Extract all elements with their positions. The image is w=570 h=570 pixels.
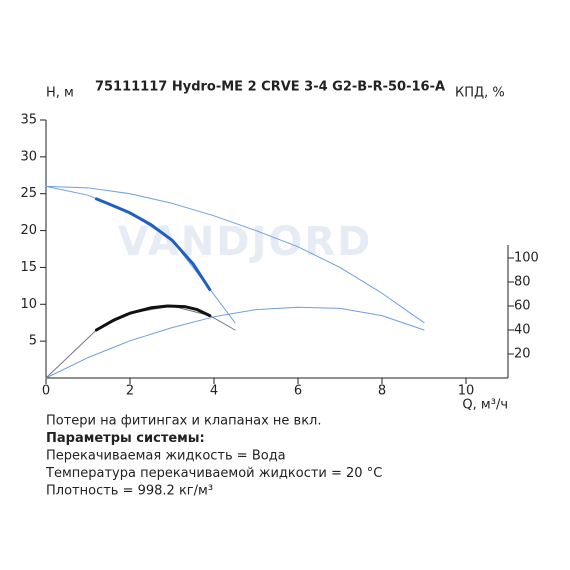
x-tick-label: 8	[378, 384, 386, 399]
y2-tick-label: 40	[514, 323, 531, 338]
chart-title: 75111117 Hydro-ME 2 CRVE 3-4 G2-B-R-50-1…	[95, 80, 445, 95]
x-axis-label: Q, м³/ч	[462, 398, 508, 413]
y-tick-label: 20	[20, 223, 37, 238]
curve	[94, 197, 212, 292]
curve	[45, 306, 425, 379]
y-tick-label: 25	[20, 186, 37, 201]
y-tick-label: 5	[29, 334, 37, 349]
y-tick-label: 35	[20, 113, 37, 128]
y2-tick-label: 20	[514, 347, 531, 362]
x-tick-label: 2	[126, 384, 134, 399]
note: Плотность = 998.2 кг/м³	[46, 484, 213, 499]
x-tick-label: 6	[294, 384, 302, 399]
note: Параметры системы:	[46, 431, 205, 446]
note: Температура перекачиваемой жидкости = 20…	[45, 466, 382, 481]
note: Перекачиваемая жидкость = Вода	[46, 449, 286, 464]
note: Потери на фитингах и клапанах не вкл.	[46, 414, 322, 429]
x-tick-label: 4	[210, 384, 218, 399]
x-tick-label: 10	[458, 384, 475, 399]
y2-axis-label: КПД, %	[455, 86, 505, 101]
y-axis-label: Н, м	[46, 86, 74, 101]
y2-tick-label: 100	[514, 251, 539, 266]
y-tick-label: 30	[20, 149, 37, 164]
watermark: VANDJORD	[118, 219, 373, 265]
y2-tick-label: 80	[514, 275, 531, 290]
y2-tick-label: 60	[514, 299, 531, 314]
y-tick-label: 10	[20, 297, 37, 312]
y-tick-label: 15	[20, 260, 37, 275]
curve	[45, 185, 425, 324]
x-tick-label: 0	[42, 384, 50, 399]
curve	[45, 305, 236, 379]
curve	[94, 304, 212, 332]
